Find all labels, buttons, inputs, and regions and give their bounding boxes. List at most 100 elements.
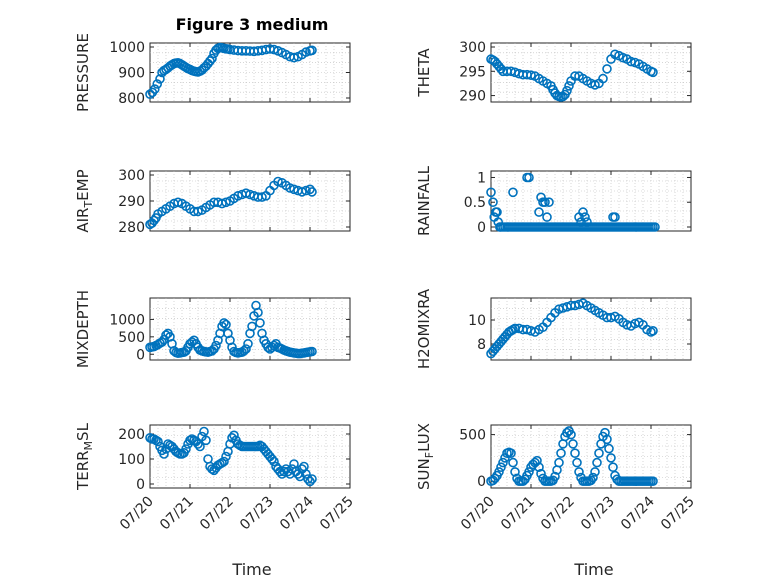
data-point [564,81,574,91]
data-point [540,197,550,207]
panel-theta: 290 295 300 THETA [415,40,692,105]
data-point [305,476,315,487]
data-point [578,207,588,217]
data-point [534,462,544,473]
data-point [201,435,211,446]
y-tick-label: 100 [118,452,145,468]
y-tick-label: 0 [136,347,145,363]
data-point [263,342,273,353]
y-tick-label: 900 [118,66,145,82]
data-point [610,212,620,222]
panel-rainfall: 0 0.5 1 RAINFALL [415,165,692,236]
x-axis-label-right: Time [573,560,613,579]
data-point [185,435,195,446]
figure-title: Figure 3 medium [176,15,329,34]
y-tick-label: 500 [459,428,486,444]
data-point [582,217,592,227]
data-point [524,172,534,183]
data-point [199,426,209,437]
series-markers [145,176,317,230]
y-tick-label: 0 [477,220,486,236]
data-point [496,64,506,74]
data-point [532,455,542,466]
data-point [193,206,203,217]
data-point [269,44,279,55]
data-point [145,89,155,99]
series-markers [486,298,658,359]
data-point [221,451,231,462]
y-tick-label: 280 [118,220,145,236]
data-point [594,448,604,459]
data-point [648,325,658,336]
data-point [247,321,257,332]
y-tick-label: 295 [459,64,486,80]
y-tick-label: 1000 [109,312,145,328]
data-point [307,45,317,56]
data-point [241,344,251,354]
data-point [153,436,163,447]
data-point [305,184,315,195]
series-markers [145,42,317,99]
y-tick-label: 10 [468,313,486,329]
data-point [608,462,618,473]
data-point [289,52,299,63]
data-point [494,467,504,477]
data-point [301,185,311,196]
data-point [570,448,580,459]
x-axis-label-left: Time [231,560,271,579]
y-axis-label: SUNFLUX [415,423,436,490]
data-point [221,197,231,208]
y-tick-label: 200 [118,427,145,443]
y-tick-label: 1 [477,170,486,186]
data-point [195,441,205,452]
data-point [524,467,534,477]
panel-h2omixra: 8 10 H2OMIXRA [415,288,692,369]
data-point [239,345,249,356]
y-axis-label: RAINFALL [415,165,433,236]
data-point [193,439,203,449]
data-point [152,79,162,89]
data-point [508,457,518,468]
data-point [205,56,215,66]
data-point [273,176,283,187]
y-axis-label: THETA [415,48,433,98]
y-tick-label: 300 [118,168,145,184]
y-tick-label: 0 [136,477,145,493]
data-point [648,476,658,487]
data-point [221,319,231,330]
series-markers [145,300,317,359]
data-point [506,448,516,459]
data-point [580,212,590,222]
data-point [592,457,602,468]
data-point [243,338,253,349]
data-point [542,212,552,222]
y-tick-label: 290 [118,194,145,210]
data-point [269,456,279,467]
panel-air: 280 290 300 AIRTEMP [74,168,351,236]
y-axis-label: MIXDEPTH [74,290,92,368]
data-point [572,457,582,468]
data-point [510,467,520,477]
series-markers [486,172,660,232]
data-point [534,207,544,217]
data-point [496,462,506,473]
data-point [568,439,578,449]
data-point [598,73,608,84]
data-point [301,47,311,57]
y-tick-label: 1000 [109,40,145,56]
y-axis-label: PRESSURE [74,33,92,112]
y-axis-label: TERRMSL [74,422,95,491]
data-point [574,467,584,477]
data-point [556,448,566,459]
data-point [606,453,616,463]
data-point [554,457,564,468]
data-point [303,474,313,484]
data-point [600,427,610,438]
data-point [307,187,317,197]
data-point [257,192,267,202]
data-point [588,472,598,483]
series-markers [486,49,658,102]
y-axis-label: AIRTEMP [74,169,95,232]
